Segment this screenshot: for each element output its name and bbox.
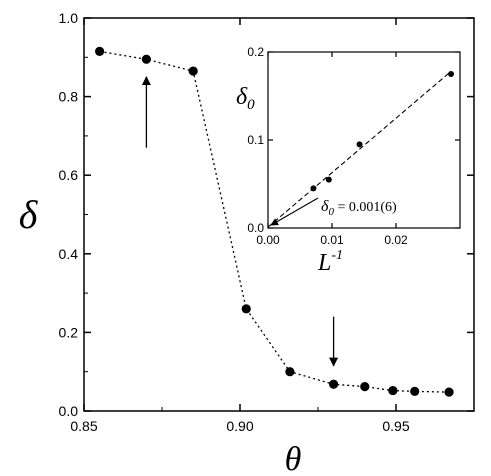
annotation-symbol: δ [321, 198, 329, 215]
main-data-point [329, 379, 339, 389]
inset-ylabel-main: δ [236, 84, 248, 110]
inset-data-point [448, 71, 455, 77]
main-xtick-label: 0.95 [382, 418, 409, 434]
main-ytick-label: 0.0 [59, 403, 79, 419]
inset-ytick-label: 0.2 [247, 45, 264, 59]
inset-xlabel-main: L [317, 250, 331, 276]
annotation-value: = 0.001(6) [334, 200, 397, 215]
main-ytick-label: 0.8 [59, 89, 79, 105]
main-series-line [99, 50, 450, 393]
main-data-point [360, 382, 370, 392]
main-data-point [241, 304, 251, 314]
main-data-point [141, 54, 151, 64]
annotation-sub: 0 [328, 206, 334, 218]
inset-data-point [310, 185, 317, 192]
main-ytick-label: 0.4 [59, 246, 79, 262]
inset-xtick-label: 0.01 [320, 233, 344, 247]
inset-xtick-label: 0.00 [256, 233, 280, 247]
main-xlabel: θ [285, 441, 302, 476]
inset-fit-line [267, 70, 452, 228]
inset-annotation-arrow [270, 197, 319, 226]
inset-data-point [325, 176, 332, 183]
inset-plot-frame [267, 51, 461, 229]
main-ytick-label: 1.0 [59, 10, 79, 26]
main-ytick-label: 0.2 [59, 324, 79, 340]
inset-annotation: δ0 = 0.001(6) [321, 198, 397, 218]
main-data-point [410, 386, 420, 396]
main-tick-labels: 0.0 0.2 0.4 0.6 0.8 1.0 0.85 0.90 0.95 [59, 10, 410, 434]
main-xtick-label: 0.90 [226, 418, 253, 434]
main-series [95, 46, 454, 397]
annotation-arrow-line [270, 197, 319, 226]
main-ylabel: δ [19, 192, 39, 237]
inset-ylabel-sub: 0 [247, 97, 255, 113]
main-arrows [141, 76, 339, 367]
main-data-point [444, 387, 454, 397]
main-data-point [388, 385, 398, 396]
main-ytick-label: 0.6 [59, 167, 79, 183]
main-xtick-label: 0.85 [70, 418, 97, 434]
inset-series [267, 70, 455, 228]
main-data-point [188, 66, 198, 76]
inset-xtick-label: 0.02 [384, 233, 408, 247]
main-data-point [285, 367, 295, 377]
inset-data-point [356, 141, 363, 148]
inset-tick-labels: 0.0 0.1 0.2 0.00 0.01 0.02 [247, 45, 408, 247]
main-ticks [83, 17, 474, 412]
inset-ytick-label: 0.0 [247, 221, 264, 235]
inset-ticks [267, 51, 460, 229]
main-data-point [95, 46, 105, 57]
inset-xlabel-sup: -1 [331, 248, 343, 263]
inset-xlabel: L-1 [317, 248, 343, 276]
inset-ytick-label: 0.1 [247, 133, 264, 147]
inset-ylabel: δ0 [236, 84, 255, 113]
